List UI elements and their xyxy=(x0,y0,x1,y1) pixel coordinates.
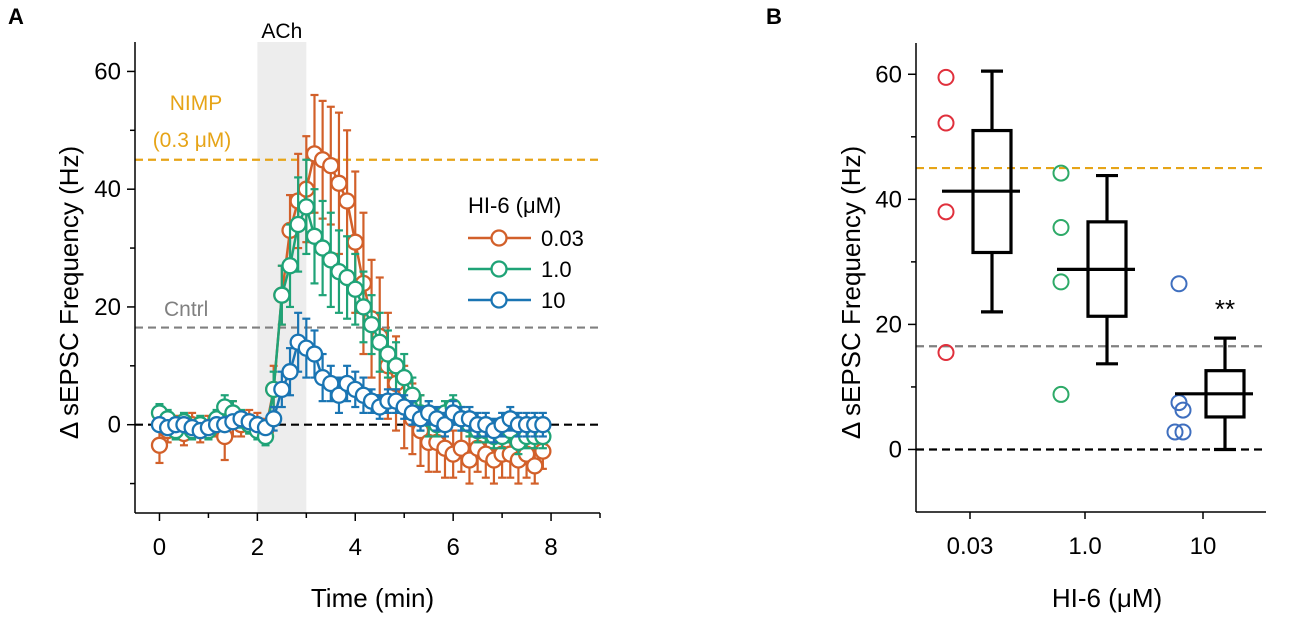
data-point xyxy=(313,239,332,257)
box-1.0 xyxy=(1052,164,1135,403)
y-tick-label: 0 xyxy=(108,412,121,439)
legend-item-0.03: 0.03 xyxy=(468,226,584,251)
panel-a-letter: A xyxy=(8,4,24,29)
y-tick-label: 20 xyxy=(875,311,902,338)
data-point xyxy=(346,280,364,298)
x-tick-label: 0 xyxy=(153,534,166,561)
legend-marker xyxy=(490,229,508,247)
individual-point xyxy=(1052,273,1070,291)
data-point xyxy=(273,380,291,399)
data-point xyxy=(150,436,169,454)
x-tick-label: 1.0 xyxy=(1068,533,1101,560)
data-point xyxy=(322,251,340,269)
individual-point xyxy=(937,344,955,362)
data-point xyxy=(338,268,356,287)
legend-label: 0.03 xyxy=(541,226,584,251)
legend-label: 10 xyxy=(541,288,565,313)
legend-item-10: 10 xyxy=(468,288,565,313)
data-point xyxy=(371,333,389,351)
data-point xyxy=(354,298,373,316)
significance-annotation: ** xyxy=(1215,294,1235,324)
data-point xyxy=(322,156,340,175)
x-tick-label: 8 xyxy=(544,534,557,561)
legend: HI-6 (μM) 0.03 1.0 10 xyxy=(468,193,584,313)
panel-a-y-axis-title: Δ sEPSC Frequency (Hz) xyxy=(54,146,84,439)
data-point xyxy=(281,257,299,275)
data-point xyxy=(322,374,340,393)
data-point xyxy=(289,215,307,234)
panel-b-y-axis-title: Δ sEPSC Frequency (Hz) xyxy=(836,146,866,439)
legend-item-1.0: 1.0 xyxy=(468,257,572,282)
data-point xyxy=(265,410,283,428)
nimp-concentration-label: (0.3 μM) xyxy=(153,129,232,152)
data-point xyxy=(330,174,348,192)
y-tick-label: 40 xyxy=(94,176,121,203)
panel-a-x-axis-title: Time (min) xyxy=(311,583,434,613)
x-tick-label: 4 xyxy=(349,534,362,561)
data-point xyxy=(273,286,291,304)
y-tick-label: 20 xyxy=(94,294,121,321)
panel-a-chart: ACh NIMP (0.3 μM) Cntrl 0 20 40 60 0 2 4 6 8 HI-… xyxy=(54,20,601,613)
data-point xyxy=(387,357,405,375)
x-tick-label: 0.03 xyxy=(947,533,994,560)
cntrl-label: Cntrl xyxy=(164,298,208,321)
individual-point xyxy=(1052,218,1070,236)
data-point xyxy=(379,345,397,363)
data-point xyxy=(526,457,544,475)
box-10 xyxy=(1166,275,1253,452)
data-point xyxy=(452,439,470,457)
panel-b-chart: 0 20 40 60 0.03 1.0 10 ** HI-6 (μM) Δ sEPSC Fr… xyxy=(836,43,1266,613)
individual-point xyxy=(1052,164,1070,182)
individual-point xyxy=(937,68,955,86)
y-tick-label: 60 xyxy=(875,61,902,88)
x-tick-label: 10 xyxy=(1190,533,1217,560)
nimp-label: NIMP xyxy=(170,92,223,115)
panel-b-x-axis-title: HI-6 (μM) xyxy=(1052,583,1162,613)
individual-point xyxy=(1052,385,1070,403)
ach-label: ACh xyxy=(261,20,302,43)
x-tick-label: 2 xyxy=(251,534,264,561)
box-0.03 xyxy=(937,68,1020,362)
data-point xyxy=(305,345,324,363)
data-point xyxy=(338,192,356,210)
individual-point xyxy=(937,203,955,221)
data-point xyxy=(362,315,381,334)
panel-b-letter: B xyxy=(766,4,782,29)
series-10 xyxy=(150,311,552,444)
x-tick-label: 6 xyxy=(446,534,459,561)
individual-point xyxy=(1174,401,1192,419)
legend-marker xyxy=(490,260,508,278)
individual-point xyxy=(1170,275,1188,293)
data-point xyxy=(436,416,454,434)
data-point xyxy=(460,451,479,469)
y-tick-label: 40 xyxy=(875,186,902,213)
data-point xyxy=(395,368,413,387)
y-tick-label: 60 xyxy=(94,58,121,85)
legend-title: HI-6 (μM) xyxy=(468,193,561,218)
individual-point xyxy=(1166,423,1184,441)
legend-marker xyxy=(490,291,508,309)
legend-label: 1.0 xyxy=(541,257,572,282)
data-point xyxy=(297,198,315,216)
individual-point xyxy=(937,114,955,132)
data-point xyxy=(305,227,324,245)
data-point xyxy=(281,363,299,381)
y-tick-label: 0 xyxy=(889,436,902,463)
data-point xyxy=(330,386,348,404)
individual-point xyxy=(1174,423,1192,441)
data-point xyxy=(534,416,552,434)
